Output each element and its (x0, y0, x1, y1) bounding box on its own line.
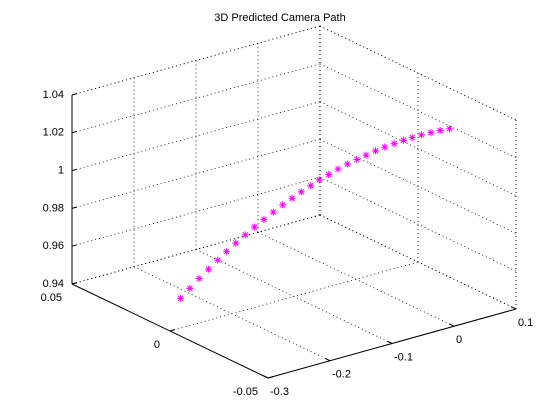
x-tick-label: -0.3 (270, 386, 289, 398)
point (260, 215, 268, 223)
grid-line (71, 176, 321, 247)
point (417, 131, 425, 139)
z-tick-label: 0.94 (43, 278, 64, 290)
x-tick (324, 357, 331, 362)
x-tick-label: -0.1 (394, 351, 413, 363)
z-tick-label: 0.98 (43, 202, 64, 214)
grid-line (71, 101, 321, 171)
y-tick (71, 282, 78, 285)
point (390, 140, 398, 148)
x-tick (386, 340, 393, 344)
grid-line (71, 139, 321, 209)
point (381, 143, 389, 151)
z-tick (71, 93, 78, 96)
point (250, 223, 258, 231)
point (176, 294, 184, 302)
chart-title: 3D Predicted Camera Path (214, 12, 345, 24)
z-tick-label: 1 (58, 165, 64, 177)
z-tick-label: 1.02 (43, 127, 64, 139)
grid-line (319, 176, 517, 272)
z-tick-label: 0.96 (43, 240, 64, 252)
z-tick (71, 244, 78, 247)
point (307, 182, 315, 190)
z-tick (71, 206, 78, 209)
point (372, 147, 380, 155)
point (436, 127, 444, 135)
point (195, 275, 203, 283)
point (315, 176, 323, 184)
point (334, 165, 342, 173)
x-tick (262, 375, 269, 379)
point (343, 160, 351, 168)
point (269, 208, 277, 216)
grid-line (319, 63, 517, 159)
point (232, 239, 240, 247)
x-tick (510, 306, 517, 310)
y-tick-label: 0.05 (41, 292, 62, 304)
point (186, 284, 194, 292)
point (241, 231, 249, 239)
grid-line (319, 101, 517, 196)
x-tick-label: -0.2 (332, 369, 351, 381)
grid-line (319, 139, 517, 234)
point (325, 171, 333, 179)
point (427, 129, 435, 137)
y-tick (267, 376, 274, 379)
point (214, 256, 222, 264)
grid-line (71, 25, 321, 96)
point (288, 194, 296, 202)
x-tick-label: 0.1 (518, 317, 533, 329)
grid-line (319, 214, 517, 310)
point (297, 188, 305, 196)
point (223, 248, 231, 256)
point (446, 125, 454, 133)
z-tick (71, 168, 78, 172)
y-tick-label: -0.05 (233, 386, 258, 398)
point (353, 155, 361, 163)
z-tick (71, 130, 78, 134)
y-tick-label: 0 (154, 339, 160, 351)
x-tick (448, 323, 455, 327)
grid-line (71, 214, 321, 285)
grid-line (71, 63, 321, 134)
point (362, 151, 370, 159)
point (399, 136, 407, 144)
point (205, 265, 213, 273)
x-tick-label: 0 (456, 334, 462, 346)
z-tick-label: 1.04 (43, 89, 64, 101)
point (408, 134, 416, 142)
camera-path (176, 125, 454, 302)
point (279, 201, 287, 209)
grid-line (257, 231, 455, 327)
y-tick (169, 329, 176, 332)
grid-line (319, 25, 517, 121)
grid-line (169, 261, 419, 332)
